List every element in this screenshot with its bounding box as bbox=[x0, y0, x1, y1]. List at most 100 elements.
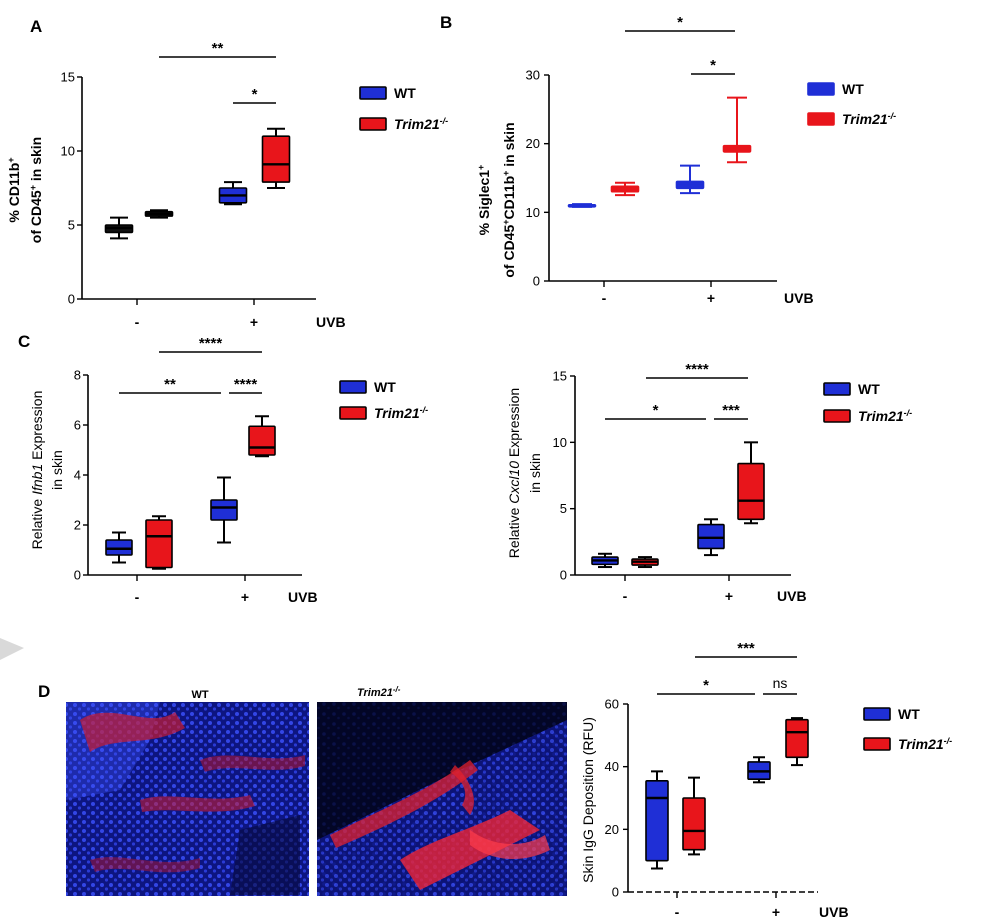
category-label-minus: - bbox=[135, 589, 140, 605]
y-label-part: in skin bbox=[49, 450, 65, 490]
legend-label-wt: WT bbox=[898, 706, 920, 722]
legend-label-wt: WT bbox=[842, 81, 864, 97]
chart-panel-c-cxcl10: 0 5 10 15 - + UVB Relative Cxcl10 Expression in … bbox=[506, 361, 912, 604]
y-label-sup: + bbox=[501, 171, 511, 176]
panel-label-c: C bbox=[18, 332, 30, 351]
y-label-part: Relative bbox=[29, 495, 45, 549]
legend-swatch-wt bbox=[359, 86, 387, 100]
legend-swatch-trim21 bbox=[339, 406, 367, 420]
legend-label-trim21: Trim21-/- bbox=[898, 736, 952, 752]
category-label-plus: + bbox=[250, 314, 258, 330]
category-label-minus: - bbox=[602, 290, 607, 306]
box-wt-uvb-minus bbox=[591, 552, 619, 569]
x-axis-title-uvb: UVB bbox=[784, 290, 814, 306]
y-label-part: of CD45 bbox=[28, 190, 44, 243]
y-label-part: CD11b bbox=[501, 176, 517, 220]
box-iqr bbox=[210, 499, 238, 521]
y-tick-label: 0 bbox=[533, 274, 540, 289]
y-label-part: Skin IgG Deposition (RFU) bbox=[580, 717, 596, 883]
significance-label: * bbox=[703, 677, 709, 694]
box-iqr bbox=[697, 523, 725, 550]
legend-gene: Trim21 bbox=[374, 405, 420, 421]
y-tick-label: 10 bbox=[553, 435, 567, 450]
significance-label: * bbox=[653, 402, 659, 419]
legend-gene: Trim21 bbox=[858, 408, 904, 424]
y-label-sup: + bbox=[476, 165, 486, 170]
legend-gene: Trim21 bbox=[842, 111, 888, 127]
box-wt-uvb-plus bbox=[218, 181, 248, 206]
category-label-minus: - bbox=[623, 588, 628, 604]
y-label-gene: Ifnb1 bbox=[29, 464, 45, 495]
legend-gene: Trim21 bbox=[898, 736, 944, 752]
box-wt-uvb-plus bbox=[697, 518, 725, 557]
y-label-sup: + bbox=[6, 157, 16, 162]
y-axis-label-line2: of CD45+ in skin bbox=[28, 137, 44, 243]
y-label-sup: + bbox=[28, 185, 38, 190]
legend-swatch-wt bbox=[863, 707, 891, 721]
significance-label: **** bbox=[685, 361, 709, 378]
box-iqr bbox=[785, 718, 809, 759]
box-trim21-uvb-minus bbox=[144, 209, 174, 219]
box-trim21-uvb-minus bbox=[682, 776, 706, 856]
y-axis-label-line1: % CD11b+ bbox=[6, 157, 22, 222]
y-tick-label: 0 bbox=[560, 568, 567, 583]
category-label-plus: + bbox=[707, 290, 715, 306]
significance-label: **** bbox=[199, 335, 223, 352]
y-tick-label: 0 bbox=[612, 885, 619, 900]
legend-sup: -/- bbox=[888, 111, 897, 121]
legend-sup: -/- bbox=[944, 736, 953, 746]
category-label-plus: + bbox=[772, 904, 780, 920]
y-axis-label-line1: % Siglec1+ bbox=[476, 165, 492, 236]
x-axis-title-uvb: UVB bbox=[777, 588, 807, 604]
y-axis-label-line2: of CD45+CD11b+ in skin bbox=[501, 122, 517, 277]
legend-swatch-wt bbox=[339, 380, 367, 394]
y-tick-label: 15 bbox=[61, 70, 75, 85]
box-wt-uvb-minus bbox=[567, 203, 597, 208]
y-label-part: Relative bbox=[506, 504, 522, 558]
y-label-part: in skin bbox=[501, 122, 517, 170]
y-axis-label-line1: Relative Ifnb1 Expression bbox=[29, 391, 45, 550]
box-wt-uvb-plus bbox=[675, 164, 705, 195]
y-label-part: in skin bbox=[28, 137, 44, 185]
legend-label-wt: WT bbox=[858, 381, 880, 397]
y-tick-label: 5 bbox=[68, 218, 75, 233]
legend-gene: Trim21 bbox=[394, 116, 440, 132]
legend-sup: -/- bbox=[420, 405, 429, 415]
category-label-plus: + bbox=[241, 589, 249, 605]
category-label-minus: - bbox=[675, 904, 680, 920]
legend-label-wt: WT bbox=[374, 379, 396, 395]
box-iqr bbox=[682, 797, 706, 851]
box-iqr bbox=[105, 539, 133, 556]
legend-label-trim21: Trim21-/- bbox=[394, 116, 448, 132]
legend-swatch-trim21 bbox=[863, 737, 891, 751]
box-trim21-uvb-minus bbox=[631, 556, 659, 569]
legend-swatch-wt bbox=[823, 382, 851, 396]
legend-swatch-wt bbox=[807, 82, 835, 96]
significance-label: ** bbox=[212, 40, 224, 57]
y-tick-label: 20 bbox=[526, 136, 540, 151]
legend-label-trim21: Trim21-/- bbox=[858, 408, 912, 424]
box-trim21-uvb-plus bbox=[785, 717, 809, 767]
y-label-part: % CD11b bbox=[6, 163, 22, 223]
microscopy-ko-image bbox=[317, 702, 567, 896]
y-tick-label: 20 bbox=[605, 822, 619, 837]
y-label-sup: + bbox=[501, 219, 511, 224]
y-tick-label: 0 bbox=[74, 568, 81, 583]
y-axis-label-line1: Relative Cxcl10 Expression bbox=[506, 388, 522, 558]
y-label-part: of CD45 bbox=[501, 225, 517, 278]
box-wt-uvb-minus bbox=[645, 770, 669, 870]
significance-label: * bbox=[252, 86, 258, 103]
y-axis-label-line2: in skin bbox=[49, 450, 65, 490]
y-tick-label: 6 bbox=[74, 418, 81, 433]
arrow-artifact-icon bbox=[0, 638, 24, 660]
y-tick-label: 8 bbox=[74, 368, 81, 383]
y-axis-label-line1: Skin IgG Deposition (RFU) bbox=[580, 717, 596, 883]
y-tick-label: 0 bbox=[68, 292, 75, 307]
microscopy-wt-title: WT bbox=[191, 689, 208, 701]
box-wt-uvb-plus bbox=[747, 756, 771, 784]
